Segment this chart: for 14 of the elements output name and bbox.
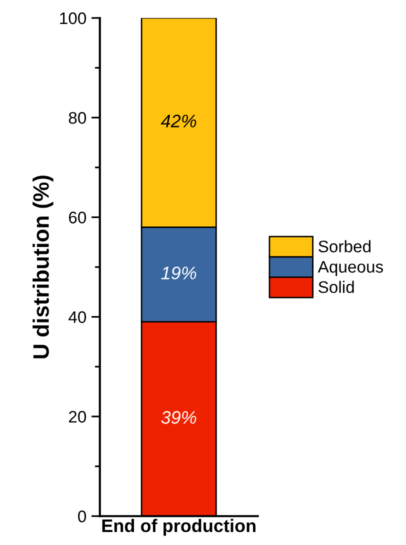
legend-label: Aqueous (318, 261, 384, 276)
x-tick-label: End of production (102, 518, 256, 536)
legend-label: Sorbed (318, 240, 370, 252)
data-label: 39% (161, 411, 196, 424)
y-tick-label: 40 (68, 311, 86, 324)
data-label: 19% (161, 266, 196, 280)
y-tick-label: 100 (60, 12, 86, 24)
data-label: 42% (160, 114, 196, 128)
y-axis-title: U distribution (%) (32, 176, 54, 358)
legend-label: Solid (318, 280, 354, 294)
y-tick-label: 80 (68, 112, 86, 124)
y-tick-label: 20 (68, 410, 86, 423)
y-tick-label: 60 (68, 212, 86, 224)
y-tick-label: 0 (78, 510, 86, 522)
